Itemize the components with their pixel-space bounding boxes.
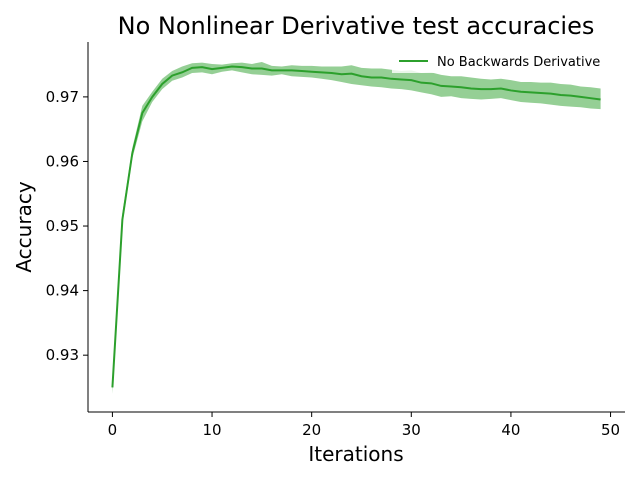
y-tick-label: 0.93 — [46, 346, 79, 364]
y-tick-label: 0.96 — [46, 152, 79, 170]
legend-box — [392, 49, 620, 73]
x-tick-label: 40 — [501, 421, 520, 439]
series-line-no-backwards-derivative — [111, 65, 601, 388]
x-axis-ticks: 0 10 20 30 40 50 — [108, 412, 620, 439]
y-tick-label: 0.97 — [46, 88, 79, 106]
y-tick-label: 0.95 — [46, 217, 79, 235]
x-tick-label: 50 — [601, 421, 620, 439]
x-tick-label: 30 — [402, 421, 421, 439]
chart-title: No Nonlinear Derivative test accuracies — [118, 12, 595, 40]
x-axis-label: Iterations — [308, 442, 403, 466]
legend-label: No Backwards Derivative — [437, 55, 600, 70]
x-tick-label: 10 — [202, 421, 221, 439]
confidence-band — [112, 62, 601, 394]
y-tick-label: 0.94 — [46, 282, 79, 300]
legend: No Backwards Derivative — [392, 49, 620, 73]
y-axis-label: Accuracy — [12, 181, 36, 272]
y-axis-ticks: 0.93 0.94 0.95 0.96 0.97 — [46, 88, 88, 364]
plot-area — [111, 62, 601, 394]
x-tick-label: 0 — [108, 421, 118, 439]
x-tick-label: 20 — [302, 421, 321, 439]
